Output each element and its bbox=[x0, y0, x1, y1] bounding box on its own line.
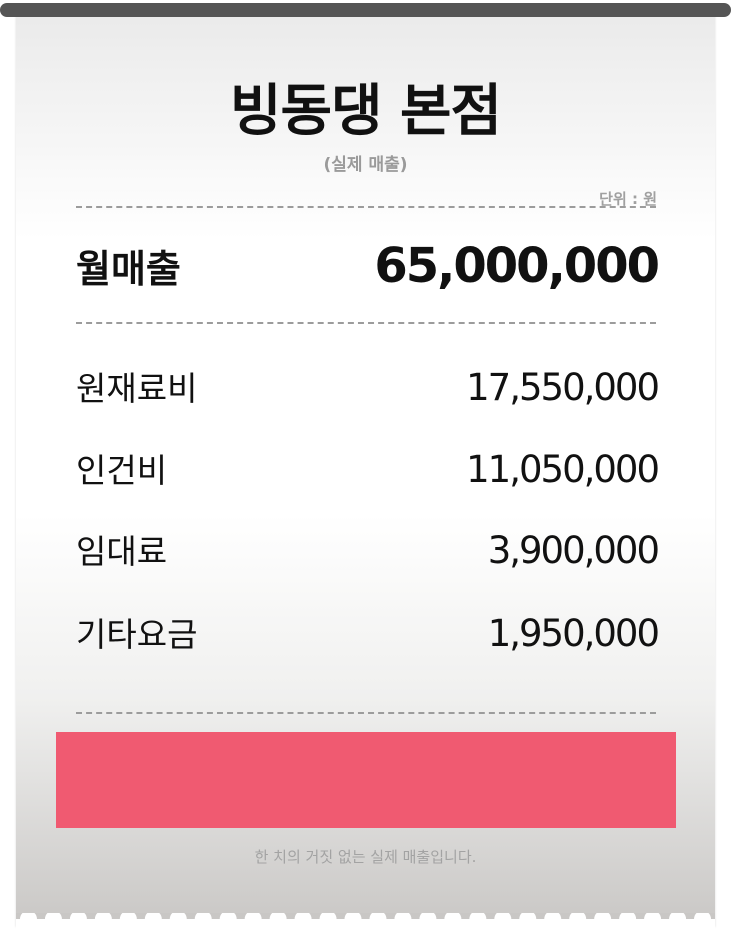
scallop-notch bbox=[369, 913, 387, 928]
divider bbox=[76, 206, 656, 208]
expense-value: 17,550,000 bbox=[466, 366, 660, 409]
monthly-sales-label: 월매출 bbox=[76, 247, 181, 291]
monthly-sales-value: 65,000,000 bbox=[374, 238, 660, 294]
scallop-notch bbox=[319, 913, 337, 928]
receipt-subtitle: (실제 매출) bbox=[323, 155, 408, 175]
monthly-sales-row: 월매출 65,000,000 bbox=[76, 238, 660, 294]
receipt-torn-edge bbox=[16, 913, 715, 940]
scallop-notch bbox=[444, 913, 462, 928]
expense-row: 임대료 3,900,000 bbox=[76, 525, 660, 573]
unit-label: 단위 : 원 bbox=[599, 190, 657, 208]
expense-value: 3,900,000 bbox=[487, 529, 660, 572]
scallop-notch bbox=[544, 913, 562, 928]
scallop-notch bbox=[144, 913, 162, 928]
expense-label: 원재료비 bbox=[76, 369, 198, 408]
expense-row: 기타요금 1,950,000 bbox=[76, 608, 660, 656]
scallop-notch bbox=[694, 913, 711, 928]
divider bbox=[76, 322, 656, 324]
scallop-notch bbox=[594, 913, 612, 928]
receipt: 빙동댕 본점 (실제 매출) 단위 : 원 월매출 65,000,000 원재료… bbox=[16, 10, 715, 927]
expense-row: 인건비 11,050,000 bbox=[76, 444, 660, 492]
expense-row: 원재료비 17,550,000 bbox=[76, 362, 660, 410]
divider bbox=[76, 712, 656, 714]
torn-edge-shape bbox=[16, 913, 715, 928]
scallop-notch bbox=[644, 913, 662, 928]
store-title: 빙동댕 본점 bbox=[229, 79, 502, 144]
scallop-notch bbox=[44, 913, 62, 928]
scallop-notch bbox=[20, 913, 37, 928]
scallop-notch bbox=[344, 913, 362, 928]
scallop-notch bbox=[69, 913, 87, 928]
scallop-notch bbox=[519, 913, 537, 928]
scallop-notch bbox=[619, 913, 637, 928]
scallop-notch bbox=[494, 913, 512, 928]
scallop-notch bbox=[94, 913, 112, 928]
highlight-box bbox=[56, 732, 676, 828]
scallop-notch bbox=[194, 913, 212, 928]
scallop-notch bbox=[469, 913, 487, 928]
scallop-notch bbox=[294, 913, 312, 928]
receipt-printer-slot bbox=[0, 3, 731, 17]
expense-label: 임대료 bbox=[76, 532, 168, 571]
scallop-notch bbox=[169, 913, 187, 928]
expense-value: 1,950,000 bbox=[487, 612, 660, 655]
expense-label: 기타요금 bbox=[76, 615, 198, 654]
scallop-notch bbox=[244, 913, 262, 928]
scallop-notch bbox=[419, 913, 437, 928]
scallop-notch bbox=[394, 913, 412, 928]
scallop-notch bbox=[569, 913, 587, 928]
expense-value: 11,050,000 bbox=[466, 448, 660, 491]
scallop-notch bbox=[669, 913, 687, 928]
scallop-notch bbox=[119, 913, 137, 928]
scallop-notch bbox=[219, 913, 237, 928]
expense-label: 인건비 bbox=[76, 451, 168, 490]
footer-note: 한 치의 거짓 없는 실제 매출입니다. bbox=[254, 848, 477, 866]
scallop-notch bbox=[269, 913, 287, 928]
